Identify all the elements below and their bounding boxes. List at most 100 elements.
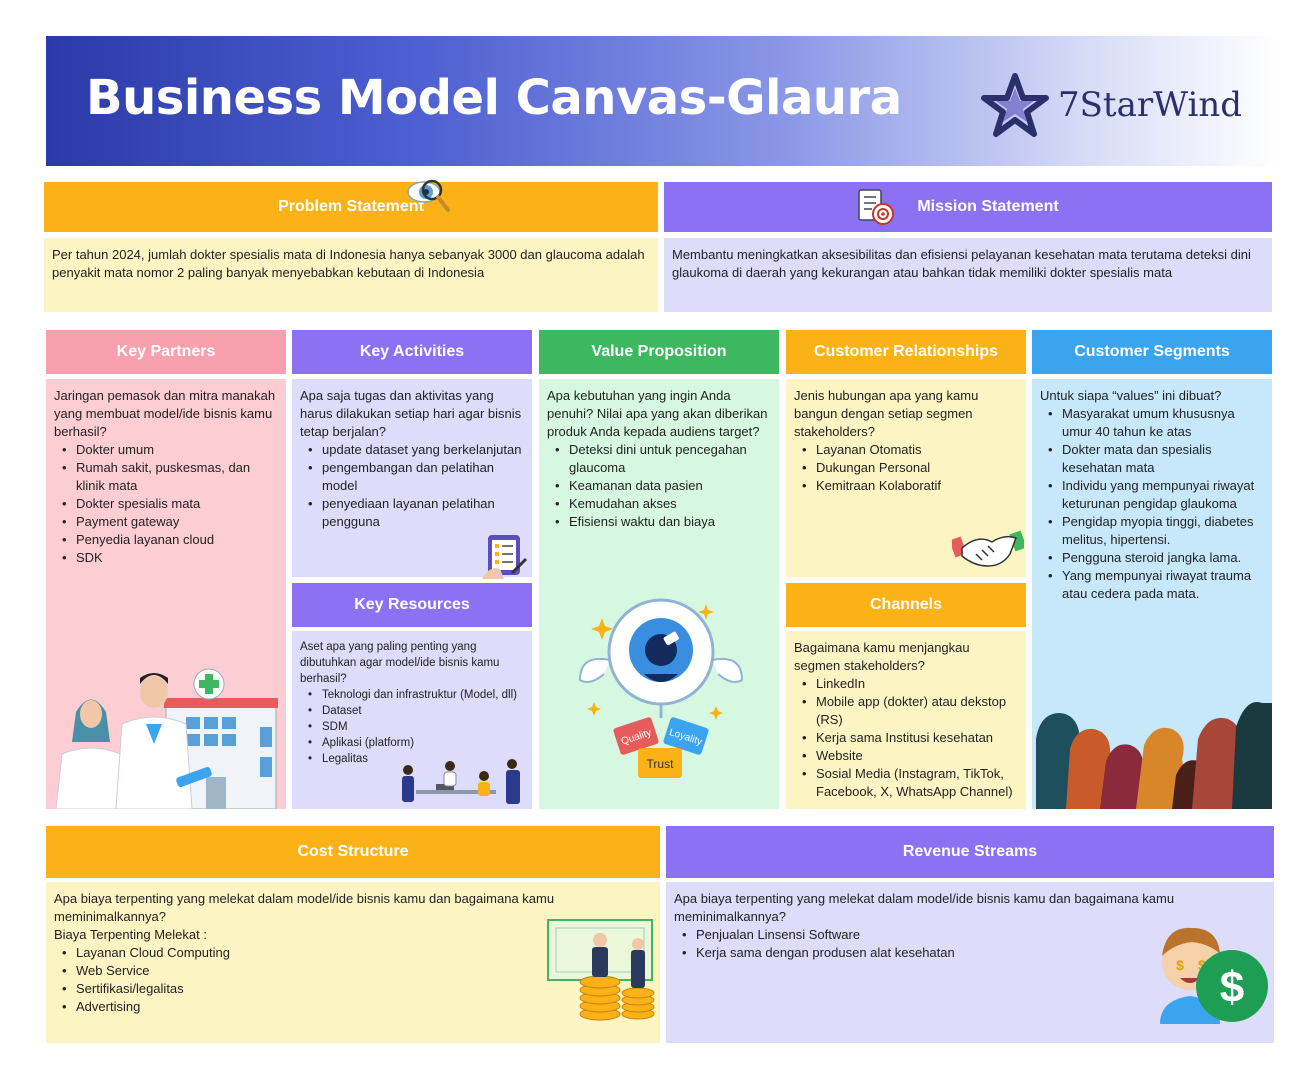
list-item: Efisiensi waktu dan biaya xyxy=(555,513,771,531)
list-item: Masyarakat umum khususnya umur 40 tahun … xyxy=(1048,405,1264,441)
value-proposition-body: Apa kebutuhan yang ingin Anda penuhi? Ni… xyxy=(539,379,779,809)
customer-segments-header: Customer Segments xyxy=(1032,330,1272,374)
revenue-streams-header: Revenue Streams xyxy=(666,826,1274,878)
list-item: Kemudahan akses xyxy=(555,495,771,513)
customer-relationships-header: Customer Relationships xyxy=(786,330,1026,374)
revenue-streams-title: Revenue Streams xyxy=(902,843,1038,860)
list-item: Dokter spesialis mata xyxy=(62,495,278,513)
list-item: Kerja sama dengan produsen alat kesehata… xyxy=(682,944,1266,962)
team-meeting-illustration xyxy=(402,759,520,804)
list-item: SDM xyxy=(308,719,524,735)
list-item: Sertifikasi/legalitas xyxy=(62,980,652,998)
money-face-dollar-icon: $ $ $ xyxy=(1160,927,1268,1024)
channels-body: Bagaimana kamu menjangkau segmen stakeho… xyxy=(786,631,1026,809)
cost-structure-title: Cost Structure xyxy=(297,843,409,860)
list-item: Penjualan Linsensi Software xyxy=(682,926,1266,944)
customer-relationships-intro: Jenis hubungan apa yang kamu bangun deng… xyxy=(794,388,979,439)
cost-structure-subtitle: Biaya Terpenting Melekat : xyxy=(54,927,207,942)
list-item: Dukungan Personal xyxy=(802,459,1018,477)
svg-text:$: $ xyxy=(1176,957,1184,973)
key-activities-header: Key Activities xyxy=(292,330,532,374)
star-logo-icon xyxy=(981,73,1049,137)
coins-businesspeople-illustration xyxy=(547,919,655,1021)
key-resources-body: Aset apa yang paling penting yang dibutu… xyxy=(292,631,532,809)
customer-relationships-title: Customer Relationships xyxy=(813,343,999,360)
cost-structure-header: Cost Structure xyxy=(46,826,660,878)
cost-structure-list: Layanan Cloud Computing Web Service Sert… xyxy=(54,944,652,1016)
cost-structure-intro: Apa biaya terpenting yang melekat dalam … xyxy=(54,891,555,924)
channels-intro: Bagaimana kamu menjangkau segmen stakeho… xyxy=(794,640,970,673)
problem-statement-text: Per tahun 2024, jumlah dokter spesialis … xyxy=(52,247,645,280)
list-item: Rumah sakit, puskesmas, dan klinik mata xyxy=(62,459,278,495)
list-item: Dokter umum xyxy=(62,441,278,459)
key-activities-list: update dataset yang berkelanjutan pengem… xyxy=(300,441,524,531)
channels-list: LinkedIn Mobile app (dokter) atau deksto… xyxy=(794,675,1018,801)
eyeball-mascot-illustration: Quality Loyality Trust xyxy=(578,598,744,778)
list-item: Mobile app (dokter) atau dekstop (RS) xyxy=(802,693,1018,729)
key-partners-intro: Jaringan pemasok dan mitra manakah yang … xyxy=(54,388,276,439)
header-banner xyxy=(46,36,1278,166)
list-item: Website xyxy=(802,747,1018,765)
key-resources-header: Key Resources xyxy=(292,583,532,627)
list-item: LinkedIn xyxy=(802,675,1018,693)
mission-statement-title: Mission Statement xyxy=(917,198,1059,215)
list-item: Sosial Media (Instagram, TikTok, Faceboo… xyxy=(802,765,1018,801)
channels-header: Channels xyxy=(786,583,1026,627)
key-activities-body: Apa saja tugas dan aktivitas yang harus … xyxy=(292,379,532,577)
revenue-streams-list: Penjualan Linsensi Software Kerja sama d… xyxy=(674,926,1266,962)
mission-statement-header: Mission Statement xyxy=(664,182,1272,232)
magnifier-eye-icon xyxy=(407,179,450,212)
customer-segments-intro: Untuk siapa “values” ini dibuat? xyxy=(1040,388,1222,403)
key-activities-intro: Apa saja tugas dan aktivitas yang harus … xyxy=(300,388,522,439)
key-partners-title: Key Partners xyxy=(116,343,216,360)
checklist-target-icon xyxy=(858,189,894,225)
list-item: Keamanan data pasien xyxy=(555,477,771,495)
brand-name: 7StarWind xyxy=(1058,85,1242,125)
key-partners-header: Key Partners xyxy=(46,330,286,374)
list-item: Deteksi dini untuk pencegahan glaucoma xyxy=(555,441,771,477)
value-proposition-list: Deteksi dini untuk pencegahan glaucoma K… xyxy=(547,441,771,531)
brand-logo: 7StarWind xyxy=(980,70,1250,140)
list-item: Payment gateway xyxy=(62,513,278,531)
list-item: Layanan Cloud Computing xyxy=(62,944,652,962)
handshake-icon xyxy=(952,530,1024,567)
list-item: Aplikasi (platform) xyxy=(308,735,524,751)
list-item: Layanan Otomatis xyxy=(802,441,1018,459)
list-item: Kemitraan Kolaboratif xyxy=(802,477,1018,495)
list-item: Legalitas xyxy=(308,751,524,767)
dollar-icon: $ xyxy=(1220,963,1244,1012)
people-silhouettes-illustration xyxy=(1036,702,1272,809)
problem-statement-header: Problem Statement xyxy=(44,182,658,232)
list-item: Teknologi dan infrastruktur (Model, dll) xyxy=(308,687,524,703)
value-proposition-header: Value Proposition xyxy=(539,330,779,374)
list-item: Individu yang mempunyai riwayat keturuna… xyxy=(1048,477,1264,513)
svg-text:$: $ xyxy=(1198,957,1206,973)
value-proposition-intro: Apa kebutuhan yang ingin Anda penuhi? Ni… xyxy=(547,388,768,439)
list-item: update dataset yang berkelanjutan xyxy=(308,441,524,459)
problem-statement-body: Per tahun 2024, jumlah dokter spesialis … xyxy=(44,238,658,312)
key-partners-list: Dokter umum Rumah sakit, puskesmas, dan … xyxy=(54,441,278,567)
customer-segments-title: Customer Segments xyxy=(1074,343,1230,360)
list-item: pengembangan dan pelatihan model xyxy=(308,459,524,495)
list-item: Pengidap myopia tinggi, diabetes melitus… xyxy=(1048,513,1264,549)
page-title: Business Model Canvas-Glaura xyxy=(86,70,902,126)
key-resources-title: Key Resources xyxy=(354,596,470,613)
mission-statement-text: Membantu meningkatkan aksesibilitas dan … xyxy=(672,247,1251,280)
list-item: Advertising xyxy=(62,998,652,1016)
list-item: Kerja sama Institusi kesehatan xyxy=(802,729,1018,747)
tag-trust: Trust xyxy=(647,757,675,771)
list-item: Dataset xyxy=(308,703,524,719)
channels-title: Channels xyxy=(869,596,942,613)
key-activities-title: Key Activities xyxy=(359,343,465,360)
key-resources-list: Teknologi dan infrastruktur (Model, dll)… xyxy=(300,687,524,767)
list-item: Web Service xyxy=(62,962,652,980)
value-proposition-title: Value Proposition xyxy=(591,343,727,360)
customer-segments-list: Masyarakat umum khususnya umur 40 tahun … xyxy=(1040,405,1264,603)
customer-relationships-body: Jenis hubungan apa yang kamu bangun deng… xyxy=(786,379,1026,577)
tablet-checklist-icon xyxy=(482,535,528,579)
list-item: Dokter mata dan spesialis kesehatan mata xyxy=(1048,441,1264,477)
list-item: Pengguna steroid jangka lama. xyxy=(1048,549,1264,567)
list-item: Yang mempunyai riwayat trauma atau ceder… xyxy=(1048,567,1264,603)
list-item: penyediaan layanan pelatihan pengguna xyxy=(308,495,524,531)
doctors-hospital-illustration xyxy=(55,668,278,809)
